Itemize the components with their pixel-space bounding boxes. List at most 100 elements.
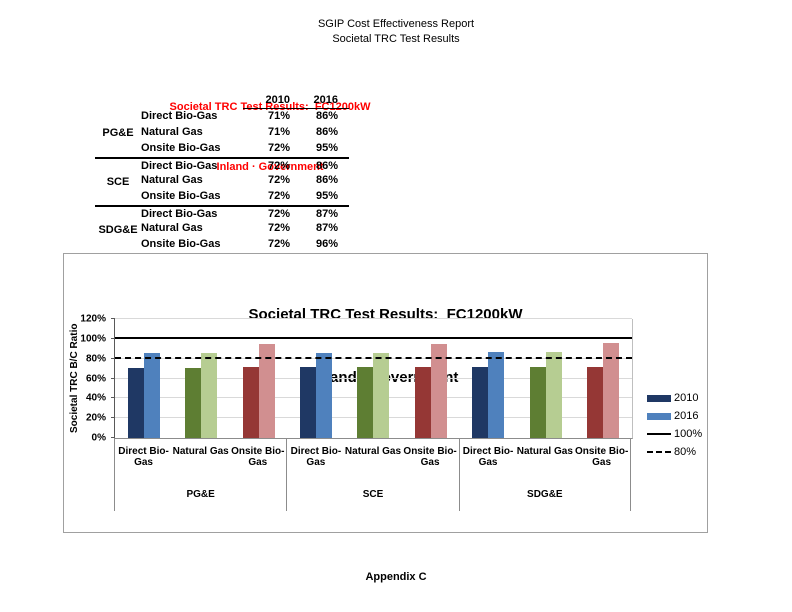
table-row-value-2016: 86%: [315, 126, 338, 138]
legend-label: 80%: [674, 446, 697, 458]
bar-2016: [603, 342, 620, 438]
chart-legend: 2010 2016 100% 80%: [647, 389, 702, 461]
category-label: Direct Bio-Gas: [462, 446, 514, 468]
page-footer: Appendix C: [365, 571, 427, 583]
table-utility-label: PG&E: [102, 126, 134, 139]
legend-item-2010: 2010: [647, 389, 702, 407]
bar-group-direct-bio-gas: [115, 319, 172, 438]
bar-2010: [529, 366, 546, 438]
y-tick-label: 20%: [85, 412, 106, 424]
legend-solid-line-icon: [647, 433, 671, 435]
legend-swatch-icon: [647, 394, 671, 402]
table-row-value-2016: 87%: [301, 205, 349, 221]
table-row-category: Natural Gas: [141, 126, 203, 138]
table-col-header-2016: 2016: [301, 93, 349, 109]
table-utility-label: SDG&E: [95, 205, 141, 253]
table-row-value-2010: 71%: [267, 126, 290, 138]
bar-group-direct-bio-gas: [287, 319, 344, 438]
bar-2016: [258, 343, 275, 438]
y-tick-mark: [111, 397, 115, 399]
y-tick-mark: [111, 357, 115, 359]
bar-2016: [430, 343, 447, 438]
category-label: Onsite Bio-Gas: [403, 446, 457, 468]
legend-dashed-line-icon: [647, 451, 671, 453]
y-axis-ticks: 0% 20% 40% 60% 80% 100% 120%: [64, 314, 108, 444]
legend-label: 100%: [674, 428, 703, 440]
summary-table: 2010 2016 PG&E Direct Bio-Gas 71% 86% Natural …: [95, 93, 349, 253]
chart: Societal TRC Test Results: FC1200kW Inla…: [63, 253, 708, 533]
bar-2016: [316, 352, 333, 438]
table-row-category: Natural Gas: [141, 222, 203, 234]
table-row-value-2016: 87%: [315, 222, 338, 234]
category-label: Natural Gas: [344, 446, 402, 457]
y-tick-mark: [111, 417, 115, 419]
axis-group-sce: Direct Bio-Gas Natural Gas Onsite Bio-Gas S…: [286, 438, 458, 511]
utility-group-label: SDG&E: [527, 489, 563, 500]
legend-item-80%: 80%: [647, 443, 702, 461]
bar-group-onsite-bio-gas: [402, 319, 459, 438]
x-axis-labels: Direct Bio-Gas Natural Gas Onsite Bio-Gas P…: [114, 438, 631, 511]
bar-group-natural-gas: [517, 319, 574, 438]
table-row-category: Direct Bio-Gas: [141, 110, 218, 122]
table-row-value-2016: 86%: [315, 174, 338, 186]
category-label: Natural Gas: [172, 446, 229, 457]
category-label: Onsite Bio-Gas: [574, 446, 629, 468]
table-row-value-2010: 72%: [243, 157, 301, 173]
table-row-value-2010: 72%: [267, 190, 290, 202]
bar-2010: [242, 366, 259, 438]
axis-group-pge: Direct Bio-Gas Natural Gas Onsite Bio-Gas P…: [114, 438, 286, 511]
y-tick-label: 0%: [91, 432, 106, 444]
bar-group-direct-bio-gas: [460, 319, 517, 438]
y-tick-label: 120%: [80, 313, 106, 325]
bar-series: [115, 319, 632, 438]
bar-2010: [587, 366, 604, 438]
axis-group-sdge: Direct Bio-Gas Natural Gas Onsite Bio-Gas S…: [458, 438, 631, 511]
category-label: Direct Bio-Gas: [290, 446, 342, 468]
document-header: SGIP Cost Effectiveness Report Societal …: [0, 17, 792, 47]
bar-group-onsite-bio-gas: [575, 319, 632, 438]
utility-group-label: SCE: [362, 489, 384, 500]
y-tick-label: 40%: [85, 392, 106, 404]
legend-item-100%: 100%: [647, 425, 702, 443]
table-row-category: Onsite Bio-Gas: [141, 238, 221, 250]
y-tick-mark: [111, 337, 115, 339]
summary-title-line1: Societal TRC Test Results: FC1200kW: [169, 101, 371, 113]
table-row-category: Onsite Bio-Gas: [141, 142, 221, 154]
table-row-value-2010: 72%: [267, 174, 290, 186]
y-tick-mark: [111, 437, 115, 438]
table-row-value-2016: 95%: [315, 142, 338, 154]
reference-line-100%: [115, 336, 632, 339]
category-label: Direct Bio-Gas: [118, 446, 169, 468]
bar-2010: [300, 366, 317, 438]
table-row-category: Direct Bio-Gas: [141, 157, 243, 173]
bar-2016: [373, 352, 390, 438]
y-tick-mark: [111, 377, 115, 379]
plot-area: [111, 318, 633, 439]
table-row-category: Onsite Bio-Gas: [141, 190, 221, 202]
table-row-value-2016: 95%: [315, 190, 338, 202]
bar-2010: [357, 366, 374, 438]
table-row-value-2016: 86%: [301, 157, 349, 173]
table-header-spacer: [95, 93, 141, 109]
gridline: [115, 318, 632, 319]
bar-2016: [545, 351, 562, 438]
table-row-value-2016: 96%: [315, 238, 338, 250]
bar-2010: [127, 367, 144, 438]
bar-2016: [201, 352, 218, 438]
report-subtitle: Societal TRC Test Results: [332, 33, 460, 45]
bar-2016: [488, 351, 505, 438]
table-row-value-2010: 72%: [267, 238, 290, 250]
table-row-value-2010: 72%: [267, 142, 290, 154]
report-title: SGIP Cost Effectiveness Report: [317, 18, 475, 30]
summary-title: Societal TRC Test Results: FC1200kW Inla…: [100, 57, 440, 217]
legend-swatch-icon: [647, 412, 671, 420]
category-label: Natural Gas: [516, 446, 573, 457]
summary-title-line2: Inland · Government: [216, 161, 324, 173]
bar-group-onsite-bio-gas: [230, 319, 287, 438]
y-tick-label: 100%: [80, 333, 106, 345]
table-row-value-2010: 72%: [243, 205, 301, 221]
table-row-category: Natural Gas: [141, 174, 203, 186]
bar-group-natural-gas: [172, 319, 229, 438]
table-row-value-2016: 86%: [315, 110, 338, 122]
